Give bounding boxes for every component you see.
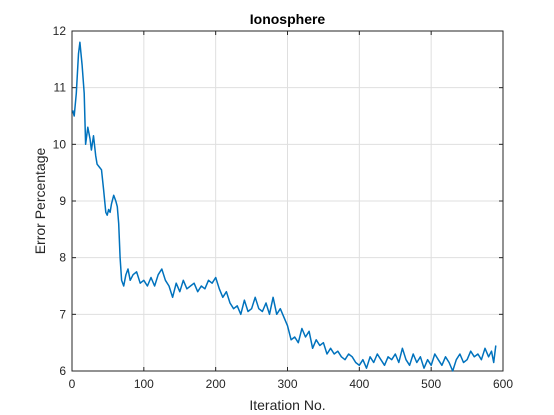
x-axis-label: Iteration No.	[249, 397, 325, 413]
x-tick-label: 600	[493, 377, 513, 391]
y-tick-label: 11	[54, 81, 67, 95]
x-tick-label: 400	[349, 377, 369, 391]
x-tick-label: 0	[69, 377, 76, 391]
y-tick-label: 6	[59, 364, 66, 378]
series-line-0	[71, 41, 497, 372]
y-tick-label: 10	[53, 137, 67, 151]
grid	[72, 31, 503, 371]
y-axis-label: Error Percentage	[32, 147, 48, 254]
series	[71, 41, 497, 372]
chart-title: Ionosphere	[250, 11, 326, 27]
x-tick-label: 100	[134, 377, 154, 391]
x-tick-label: 200	[206, 377, 226, 391]
y-tick-label: 9	[59, 194, 66, 208]
ticks: 0 100 200 300 400 500 600 6 7 8 9 10 11 12	[53, 24, 514, 391]
x-tick-label: 300	[277, 377, 297, 391]
y-tick-label: 8	[59, 251, 66, 265]
y-tick-label: 7	[59, 307, 66, 321]
x-tick-label: 500	[421, 377, 441, 391]
y-tick-label: 12	[53, 24, 67, 38]
